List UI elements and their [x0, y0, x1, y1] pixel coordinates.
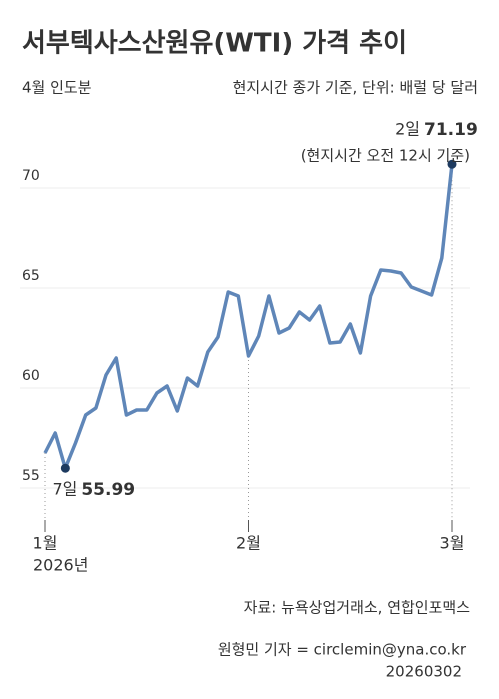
annotation: 2일 — [395, 120, 420, 139]
y-tick-label: 60 — [22, 368, 40, 384]
x-tick-label: 1월 — [33, 534, 58, 553]
y-tick-label: 65 — [22, 268, 40, 284]
annotation-value: 71.19 — [424, 120, 478, 140]
source: 자료: 뉴욕상업거래소, 연합인포맥스 — [244, 599, 471, 617]
chart-title: 서부텍사스산원유(WTI) 가격 추이 — [22, 29, 407, 59]
x-tick-label: 2월 — [236, 534, 261, 553]
y-tick-label: 55 — [22, 468, 40, 484]
line — [43, 164, 454, 470]
date: 20260302 — [386, 663, 462, 681]
x-tick-label: 3월 — [440, 534, 465, 553]
subtitle: 현지시간 종가 기준, 단위: 배럴 당 달러 — [233, 79, 478, 97]
annotation: 7일 — [52, 480, 77, 499]
highlight-point — [60, 463, 70, 473]
subtitle: 4월 인도분 — [22, 79, 92, 97]
year-label: 2026년 — [33, 556, 88, 575]
highlight-point — [447, 159, 457, 169]
y-tick-label: 70 — [22, 168, 40, 184]
credit: 원형민 기자 = circlemin@yna.co.kr — [218, 641, 467, 659]
annotation: (현지시간 오전 12시 기준) — [301, 147, 470, 165]
annotation-value: 55.99 — [81, 480, 135, 500]
